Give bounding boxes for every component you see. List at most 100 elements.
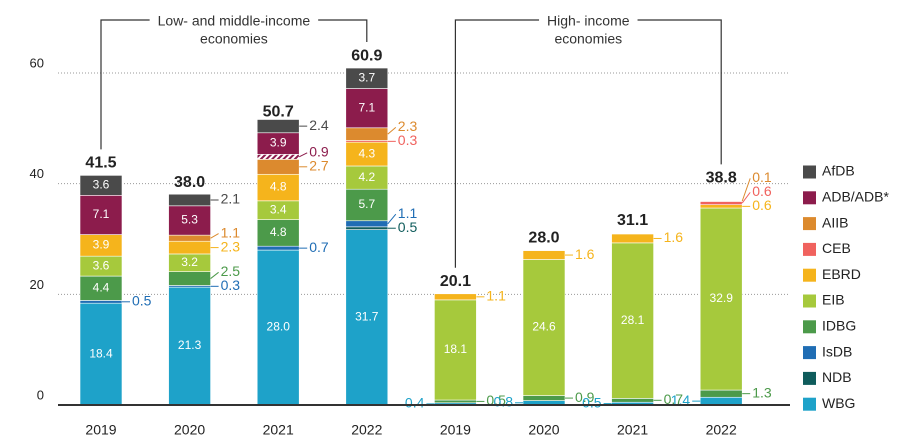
value-label: 1.1 [221, 224, 241, 240]
bar-segment [522, 259, 566, 396]
value-label: 0.5 [582, 394, 602, 410]
total-label: 50.7 [263, 104, 294, 121]
x-tick-label: 2021 [617, 422, 648, 438]
y-tick-label: 60 [30, 55, 44, 70]
legend-label: AfDB [822, 163, 855, 179]
x-tick-label: 2022 [351, 422, 382, 438]
y-tick-label: 40 [30, 166, 44, 181]
x-tick-label: 2021 [263, 422, 294, 438]
legend-swatch [803, 191, 816, 205]
bracket [637, 19, 722, 165]
bar-segment [699, 201, 743, 206]
bar-segment [79, 302, 123, 406]
leader-line [210, 271, 219, 279]
leader-line [387, 126, 397, 135]
value-label: 21.3 [178, 338, 202, 352]
value-label: 2.5 [221, 263, 241, 279]
value-label: 5.7 [358, 197, 375, 211]
value-label: 3.6 [93, 178, 110, 192]
bar-segment [434, 293, 477, 301]
bar-segment [256, 154, 300, 160]
value-label: 0.4 [405, 395, 425, 411]
legend-swatch [803, 165, 816, 179]
legend-label: IsDB [822, 343, 852, 359]
bar-segment [345, 67, 389, 89]
value-label: 0.3 [221, 277, 241, 293]
value-label: 3.7 [358, 70, 375, 84]
leader-line [210, 233, 219, 239]
legend-label: EBRD [822, 266, 861, 282]
total-label: 38.0 [174, 174, 205, 191]
bar-segment [345, 229, 389, 406]
value-label: 3.2 [181, 255, 198, 269]
legend-label: CEB [822, 240, 851, 256]
value-label: 28.1 [621, 313, 645, 327]
bar-segment [168, 234, 211, 242]
value-label: 7.1 [93, 207, 110, 221]
value-label: 4.4 [93, 280, 110, 294]
bar-segment [345, 127, 389, 141]
value-label: 4.3 [358, 146, 375, 160]
legend-label: IDBG [822, 318, 856, 334]
group-label: economies [200, 31, 268, 47]
value-label: 1.1 [398, 205, 418, 221]
value-label: 0.7 [664, 391, 684, 407]
bracket [318, 19, 368, 43]
value-label: 0.9 [575, 389, 595, 405]
value-label: 18.1 [444, 342, 468, 356]
leader-line [387, 213, 397, 225]
legend-label: EIB [822, 292, 845, 308]
x-tick-label: 2019 [440, 422, 471, 438]
bar-segment [168, 271, 211, 286]
leader-line [298, 152, 308, 158]
value-label: 0.6 [752, 183, 772, 199]
leader-line [741, 192, 751, 204]
bar-segment [611, 398, 654, 403]
value-label: 1.3 [752, 384, 772, 400]
total-label: 41.5 [85, 155, 116, 172]
value-label: 0.5 [132, 293, 152, 309]
legend-label: NDB [822, 369, 852, 385]
value-label: 2.3 [221, 238, 241, 254]
bar-segment [345, 220, 389, 228]
value-label: 4.2 [358, 170, 375, 184]
group-label: High- income [547, 13, 630, 29]
total-label: 28.0 [528, 229, 559, 246]
bar-segment [699, 200, 743, 202]
value-label: 0.7 [309, 239, 329, 255]
value-label: 28.0 [267, 320, 291, 334]
value-label: 3.9 [270, 136, 287, 150]
value-label: 1.6 [664, 229, 684, 245]
group-label: Low- and middle-income [158, 13, 311, 29]
bar-segment [79, 194, 123, 235]
value-label: 3.9 [93, 238, 110, 252]
legend-label: WBG [822, 395, 855, 411]
value-label: 1.4 [671, 392, 691, 408]
legend-swatch [803, 217, 816, 231]
x-tick-label: 2020 [528, 422, 559, 438]
value-label: 4.8 [270, 180, 287, 194]
bar-segment [168, 193, 211, 207]
legend-swatch [803, 346, 816, 360]
total-label: 38.8 [706, 170, 737, 187]
value-label: 1.1 [486, 288, 506, 304]
legend-swatch [803, 371, 816, 385]
value-label: 31.7 [355, 309, 379, 323]
bar-segment [256, 249, 300, 406]
total-label: 20.1 [440, 273, 471, 290]
value-label: 1.6 [575, 246, 595, 262]
value-label: 0.6 [752, 197, 772, 213]
bar-segment [699, 207, 743, 391]
bar-segment [79, 300, 123, 304]
value-label: 0.9 [309, 144, 329, 160]
bar-segment [699, 204, 743, 209]
value-label: 2.7 [309, 158, 329, 174]
legend-swatch [803, 294, 816, 308]
bar-segment [522, 250, 566, 260]
value-label: 3.6 [93, 258, 110, 272]
bar-segment [522, 395, 566, 401]
value-label: 2.1 [221, 191, 241, 207]
bracket [454, 19, 540, 268]
bar-segment [168, 240, 211, 255]
